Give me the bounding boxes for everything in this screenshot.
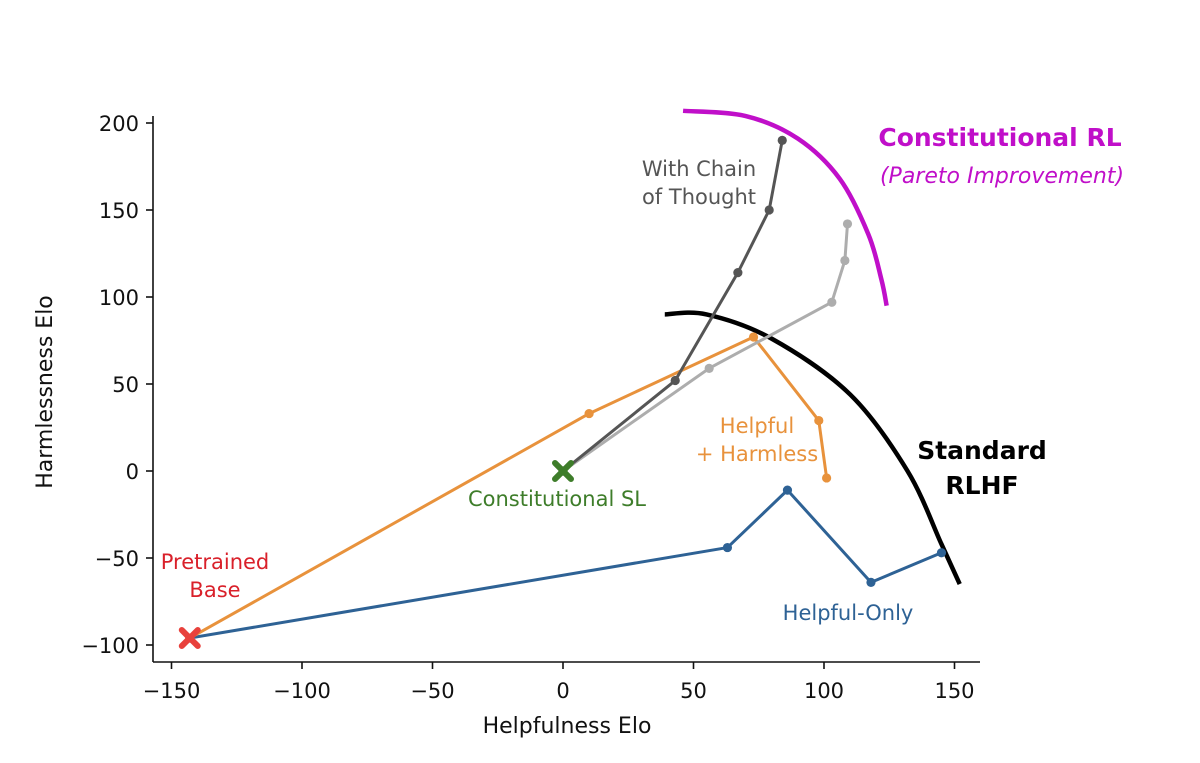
y-ticks: 200 150 100 50 0 −50 −100: [81, 112, 153, 658]
annotation-chain-of-thought-line2: of Thought: [642, 185, 756, 209]
constitutional-sl-marker: [552, 460, 574, 482]
frontier-curves: [664, 108, 962, 586]
helpful-harmless-point: [584, 408, 594, 419]
standard-rlhf-frontier-curve: [664, 310, 962, 586]
x-tick-label: 50: [680, 679, 707, 703]
annotation-standard-rlhf-line1: Standard: [917, 436, 1047, 465]
constitutional-rl-point: [842, 219, 853, 229]
x-tick-label: −50: [410, 679, 454, 703]
y-tick-label: −50: [95, 547, 139, 571]
y-tick-label: 50: [112, 373, 139, 397]
helpful-only-point: [866, 577, 876, 587]
annotation-helpful-harmless-line2: + Harmless: [696, 442, 818, 466]
x-tick-label: 100: [804, 679, 844, 703]
constitutional-rl-point: [840, 255, 850, 266]
constitutional-rl-line: [562, 223, 849, 473]
constitutional-rl-frontier-frontier-curve: [682, 108, 889, 307]
constitutional-rl-point: [704, 363, 714, 373]
helpful-only-point: [936, 548, 947, 558]
annotation-chain-of-thought-line1: With Chain: [642, 157, 756, 181]
chain-of-thought-point: [733, 268, 743, 278]
marker-stroke: [178, 627, 201, 650]
annotation-constitutional-sl: Constitutional SL: [468, 487, 646, 511]
helpful-harmless-point: [822, 473, 832, 483]
y-tick-label: −100: [81, 634, 139, 658]
helpful-only-point: [722, 542, 733, 553]
x-tick-label: −150: [143, 679, 201, 703]
annotation-pretrained-base-line1: Pretrained: [161, 550, 270, 574]
x-ticks: −150 −100 −50 0 50 100 150: [143, 662, 975, 703]
axes-group: [152, 116, 980, 663]
pretrained-base-marker: [178, 627, 201, 650]
x-tick-label: −100: [273, 679, 331, 703]
x-axis-title: Helpfulness Elo: [483, 714, 652, 739]
x-tick-label: 0: [556, 679, 569, 703]
x-tick-label: 150: [934, 679, 974, 703]
marker-group: [178, 460, 574, 650]
chain-of-thought-point: [764, 205, 774, 215]
helpful-harmless-point: [814, 415, 824, 426]
annotation-helpful-only: Helpful-Only: [783, 601, 914, 625]
annotation-pretrained-base-line2: Base: [189, 578, 240, 602]
helpful-only-point: [782, 485, 793, 495]
series-group: [185, 135, 947, 643]
chain-of-thought-point: [670, 375, 680, 386]
y-tick-label: 100: [99, 286, 139, 310]
y-axis-title: Harmlessness Elo: [33, 295, 58, 489]
marker-stroke: [552, 460, 574, 482]
constitutional-rl-point: [827, 297, 837, 307]
helpful-harmless-point: [748, 332, 759, 342]
chain-of-thought-point: [777, 135, 787, 145]
annotation-pareto-improvement: (Pareto Improvement): [880, 164, 1124, 189]
annotation-helpful-harmless-line1: Helpful: [720, 414, 794, 438]
annotation-constitutional-rl: Constitutional RL: [878, 123, 1121, 152]
annotation-standard-rlhf-line2: RLHF: [945, 471, 1018, 500]
y-tick-label: 0: [126, 460, 139, 484]
y-tick-label: 200: [99, 112, 139, 136]
y-tick-label: 150: [99, 199, 139, 223]
